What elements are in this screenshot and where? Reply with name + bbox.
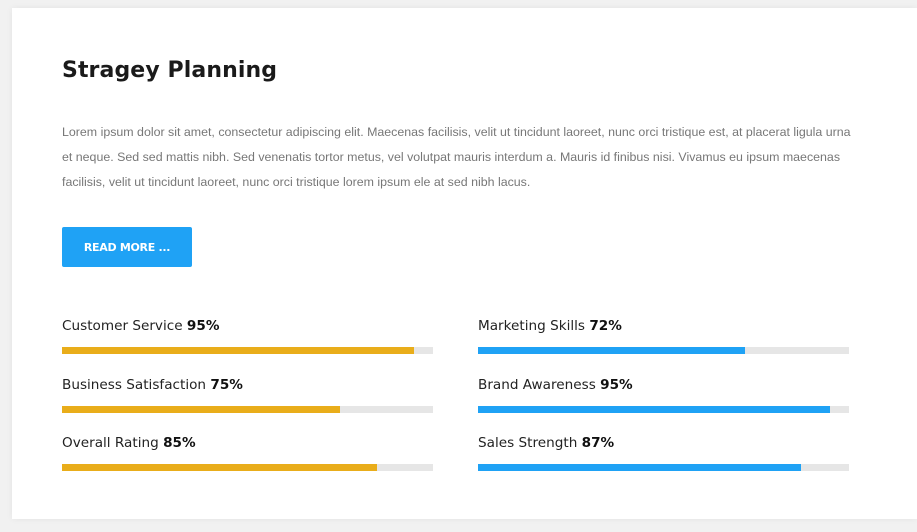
section-description: Lorem ipsum dolor sit amet, consectetur … bbox=[62, 125, 851, 189]
skill-item: Sales Strength 87% bbox=[478, 433, 849, 471]
skill-percent: 72% bbox=[589, 318, 622, 334]
skill-name: Overall Rating bbox=[62, 435, 159, 451]
skill-label: Marketing Skills 72% bbox=[478, 316, 849, 336]
progress-track bbox=[62, 347, 433, 354]
read-more-button[interactable]: READ MORE ... bbox=[62, 227, 192, 267]
skill-item: Brand Awareness 95% bbox=[478, 375, 849, 413]
skill-name: Business Satisfaction bbox=[62, 377, 207, 393]
skill-label: Customer Service 95% bbox=[62, 316, 433, 336]
strategy-card: Stragey Planning Lorem ipsum dolor sit a… bbox=[12, 8, 917, 519]
skill-percent: 85% bbox=[163, 435, 196, 451]
progress-fill bbox=[62, 347, 415, 354]
skill-name: Sales Strength bbox=[478, 435, 578, 451]
section-title: Stragey Planning bbox=[62, 58, 278, 83]
skill-percent: 95% bbox=[186, 318, 220, 334]
skill-label: Sales Strength 87% bbox=[478, 433, 849, 453]
skill-name: Customer Service bbox=[62, 318, 183, 334]
skill-label: Overall Rating 85% bbox=[62, 433, 433, 453]
skill-item: Business Satisfaction 75% bbox=[62, 375, 433, 413]
skill-item: Customer Service 95% bbox=[62, 316, 433, 354]
skill-item: Marketing Skills 72% bbox=[478, 316, 849, 354]
progress-track bbox=[478, 406, 849, 413]
progress-fill bbox=[478, 464, 801, 471]
progress-fill bbox=[62, 406, 341, 413]
skill-label: Business Satisfaction 75% bbox=[62, 375, 433, 395]
skill-name: Brand Awareness bbox=[478, 377, 596, 393]
progress-fill bbox=[62, 464, 378, 471]
skill-percent: 75% bbox=[210, 377, 243, 393]
progress-fill bbox=[478, 347, 746, 354]
progress-track bbox=[62, 464, 433, 471]
progress-fill bbox=[478, 406, 831, 413]
progress-track bbox=[478, 347, 849, 354]
skill-percent: 87% bbox=[581, 435, 615, 451]
progress-track bbox=[478, 464, 849, 471]
skill-item: Overall Rating 85% bbox=[62, 433, 433, 471]
skill-name: Marketing Skills bbox=[478, 318, 585, 334]
skill-label: Brand Awareness 95% bbox=[478, 375, 849, 395]
progress-track bbox=[62, 406, 433, 413]
skill-percent: 95% bbox=[600, 377, 633, 393]
